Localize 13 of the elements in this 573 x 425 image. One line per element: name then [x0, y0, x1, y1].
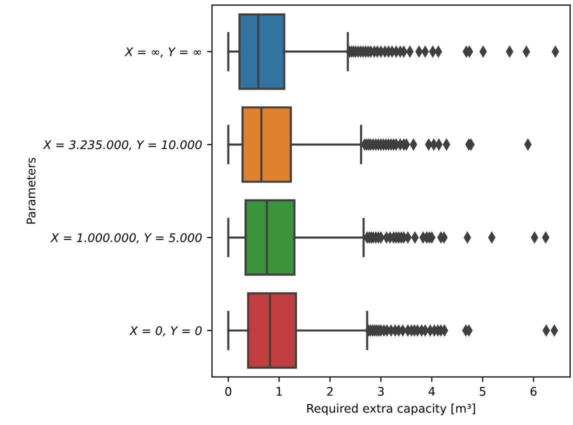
- y-tick-label: X = 1.000.000, Y = 5.000: [50, 233, 202, 244]
- x-tick-label: 6: [530, 386, 537, 396]
- x-tick-label: 2: [327, 386, 333, 396]
- x-tick-label: 1: [276, 387, 282, 396]
- x-tick-label: 5: [480, 387, 486, 396]
- x-tick-label: 0: [225, 386, 232, 396]
- y-tick-label: X = 0, Y = 0: [129, 326, 202, 336]
- x-tick-label: 4: [428, 387, 435, 396]
- x-axis-title: Required extra capacity [m³]: [307, 404, 475, 416]
- y-tick-label: X = 3.235.000, Y = 10.000: [42, 140, 202, 150]
- x-tick-label: 3: [378, 386, 384, 396]
- y-tick-label: X = ∞, Y = ∞: [124, 47, 202, 58]
- y-axis-title: Parameters: [26, 158, 36, 224]
